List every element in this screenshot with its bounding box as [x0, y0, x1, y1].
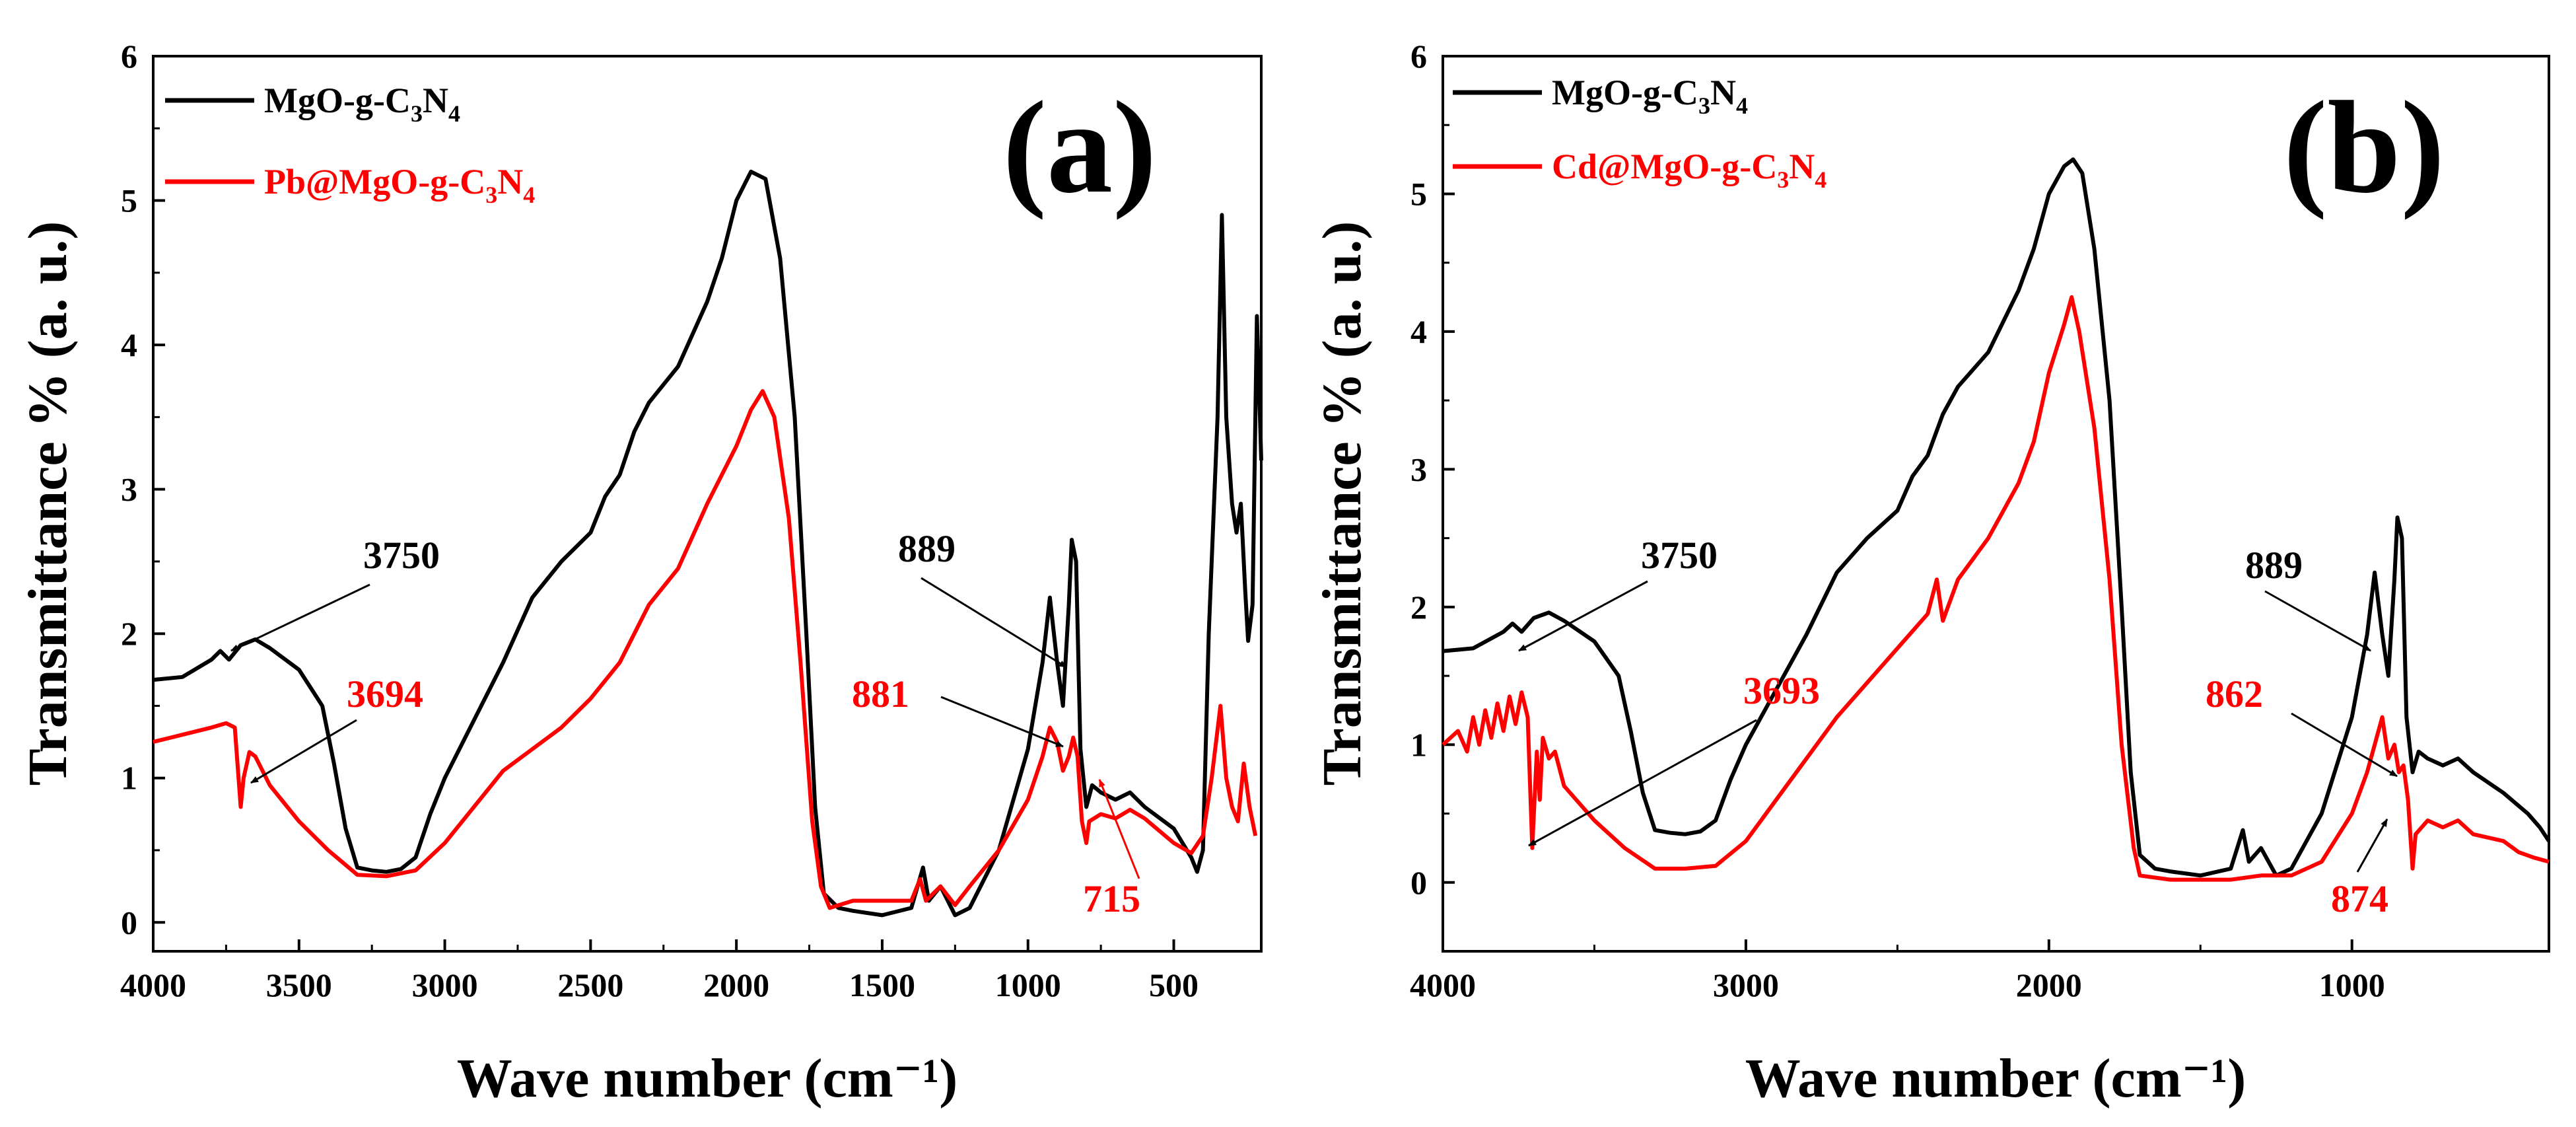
- annotation-3694: 3694: [347, 673, 423, 715]
- y-tick-label: 2: [1410, 589, 1427, 626]
- legend-label-cd: Cd@MgO-g-C3N4: [1552, 147, 1827, 193]
- axis-ticks-b: 4000 3000 2000 1000 0 1 2 3 4 5 6: [1410, 38, 2385, 1003]
- annotation-arrow-3694: [250, 719, 357, 784]
- y-tick-label: 4: [1410, 313, 1427, 350]
- y-tick-label: 2: [121, 615, 137, 652]
- x-tick-label: 500: [1149, 966, 1199, 1003]
- x-axis-label-a: Wave number (cm⁻¹): [457, 1048, 958, 1109]
- annotation-874: 874: [2331, 877, 2388, 920]
- x-tick-label: 2000: [703, 966, 769, 1003]
- x-tick-label: 3000: [1713, 966, 1779, 1003]
- y-tick-label: 1: [121, 760, 137, 797]
- legend-label-mgo: MgO-g-C3N4: [264, 81, 460, 127]
- x-axis-label-b: Wave number (cm⁻¹): [1745, 1048, 2246, 1109]
- panel-a: 4000 3500 3000 2500 2000 1500 1000 500 0 1 2 3 4 5 6 (…: [17, 38, 1263, 1109]
- series-line-b-mgo-g-c3n4: [1442, 157, 2551, 878]
- annotation-889: 889: [2245, 544, 2303, 587]
- annotation-arrow-874: [2356, 818, 2388, 873]
- y-axis-label-b: Transmittance % (a. u.): [1311, 221, 1373, 786]
- annotation-3750: 3750: [363, 534, 440, 577]
- legend-label-pb: Pb@MgO-g-C3N4: [264, 162, 535, 208]
- y-tick-label: 1: [1410, 726, 1427, 763]
- panel-b: 4000 3000 2000 1000 0 1 2 3 4 5 6 (b) MgO-g-C3N4 C…: [1311, 38, 2551, 1109]
- series-group-b: [1441, 157, 2551, 882]
- axis-ticks-a: 4000 3500 3000 2500 2000 1500 1000 500 0 1 2 3 4 5 6: [120, 38, 1199, 1003]
- plot-frame-a: [152, 55, 1263, 953]
- legend-label-mgo: MgO-g-C3N4: [1552, 73, 1748, 119]
- annotation-881: 881: [852, 673, 909, 715]
- annotation-arrow-889: [2264, 590, 2371, 652]
- x-tick-label: 1000: [995, 966, 1061, 1003]
- y-tick-label: 6: [1410, 38, 1427, 75]
- annotation-arrow-889: [921, 577, 1067, 669]
- x-tick-label: 3500: [266, 966, 332, 1003]
- annotation-arrow-881: [940, 696, 1064, 748]
- panel-label: (b): [2283, 75, 2445, 221]
- y-tick-label: 5: [121, 182, 137, 219]
- y-tick-label: 0: [1410, 864, 1427, 901]
- x-tick-label: 2000: [2016, 966, 2082, 1003]
- y-axis-label-a: Transmittance % (a. u.): [17, 221, 79, 786]
- y-tick-label: 6: [121, 38, 137, 75]
- y-tick-label: 5: [1410, 175, 1427, 212]
- annotation-arrow-3750: [1518, 580, 1648, 652]
- annotation-3750: 3750: [1641, 534, 1718, 577]
- annotation-arrow-715: [1098, 779, 1140, 879]
- annotation-arrow-3693: [1528, 719, 1757, 847]
- x-tick-label: 2500: [557, 966, 623, 1003]
- y-tick-label: 4: [121, 326, 137, 363]
- x-tick-label: 4000: [120, 966, 186, 1003]
- annotation-715: 715: [1083, 877, 1140, 920]
- annotation-889: 889: [898, 527, 956, 570]
- panel-label: (a): [1002, 75, 1156, 221]
- x-tick-label: 1000: [2319, 966, 2385, 1003]
- y-tick-label: 3: [121, 471, 137, 508]
- annotation-arrow-3750: [230, 583, 370, 652]
- plot-frame-b: [1442, 55, 2550, 953]
- x-tick-label: 3000: [412, 966, 478, 1003]
- series-line-a-pb-mgo-g-c3n4: [153, 389, 1258, 910]
- series-group-a: [153, 169, 1263, 918]
- series-line-a-mgo-g-c3n4: [153, 169, 1263, 918]
- x-tick-label: 1500: [849, 966, 915, 1003]
- annotation-3693: 3693: [1743, 669, 1820, 712]
- series-line-b-cd-mgo-g-c3n4: [1441, 295, 2550, 882]
- annotation-862: 862: [2206, 673, 2263, 715]
- x-tick-label: 4000: [1410, 966, 1476, 1003]
- y-tick-label: 3: [1410, 451, 1427, 488]
- y-tick-label: 0: [121, 904, 137, 941]
- annotation-arrow-862: [2291, 712, 2398, 778]
